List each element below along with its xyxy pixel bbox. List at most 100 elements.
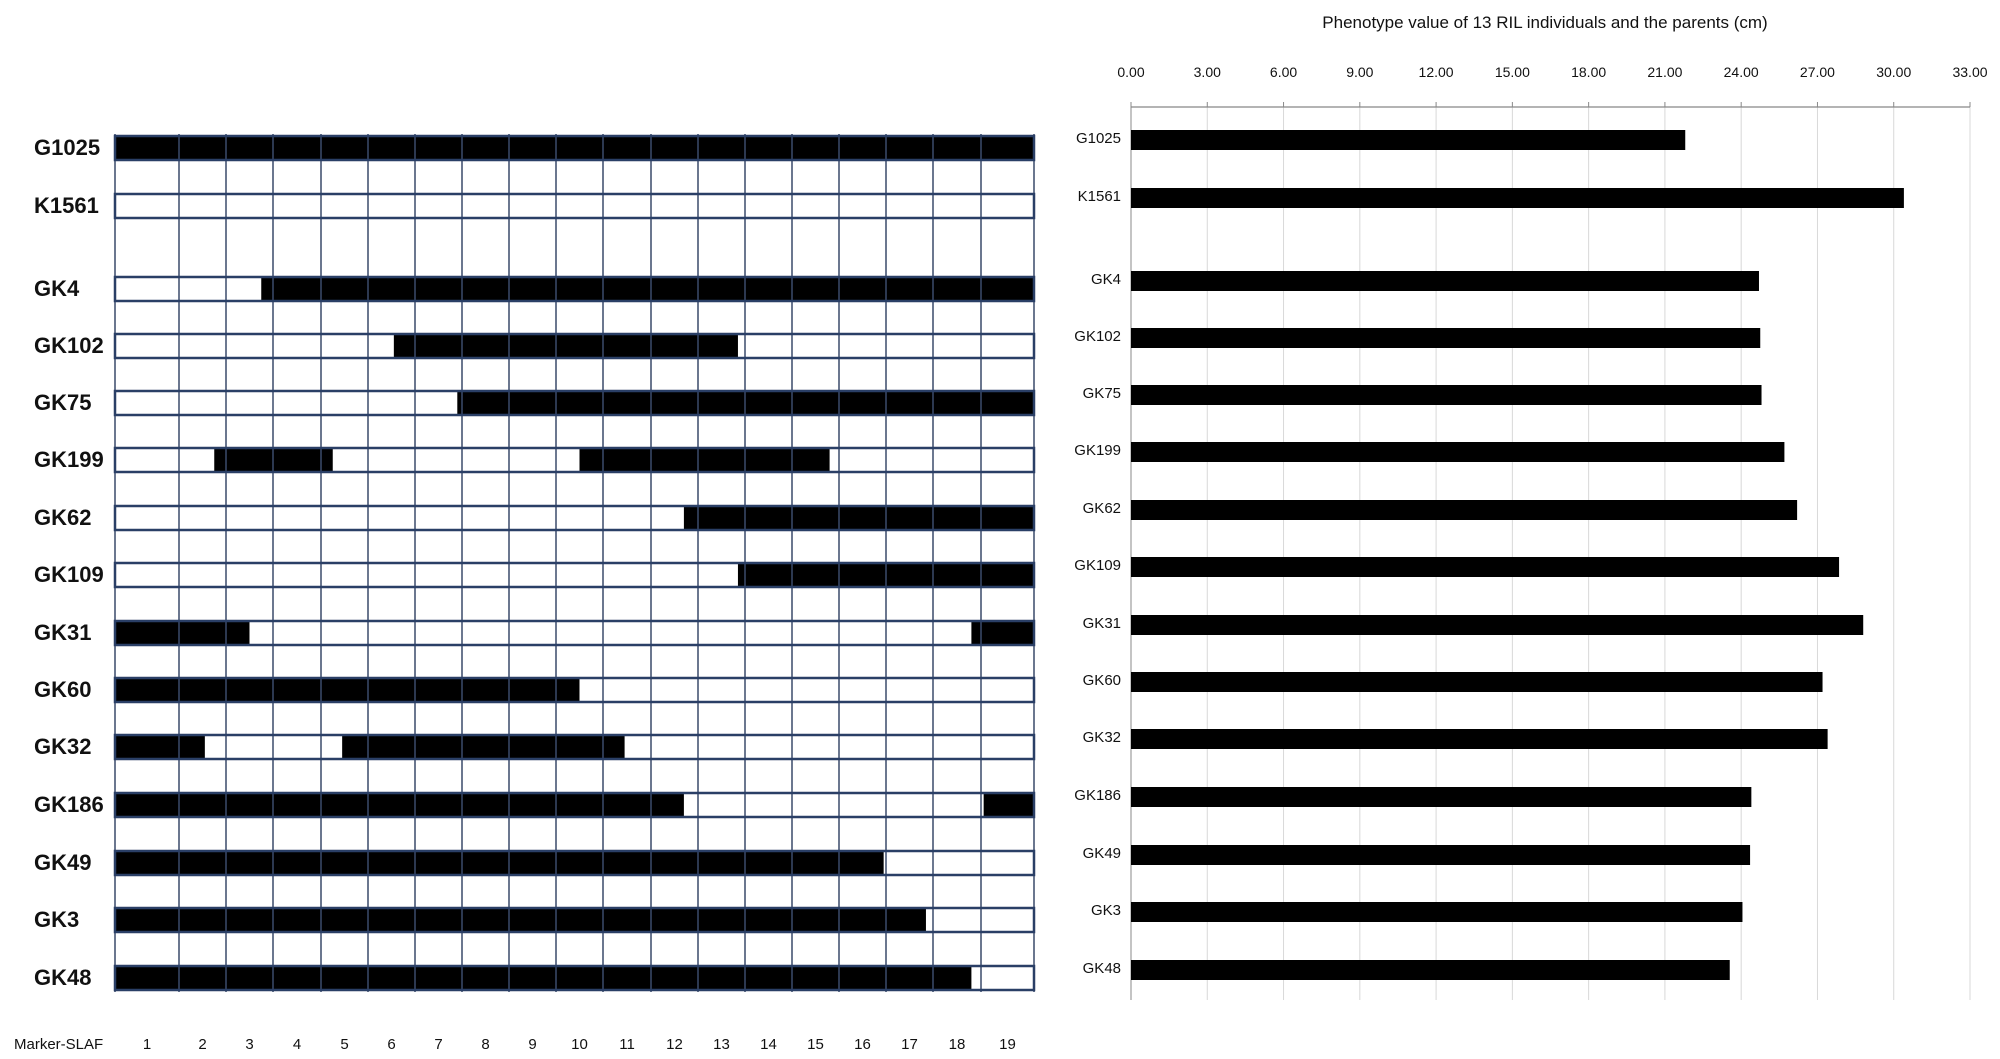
marker-tick-label: 15 <box>807 1036 824 1053</box>
genotype-segment <box>115 851 884 875</box>
x-tick-label: 15.00 <box>1494 64 1530 80</box>
genotype-row-outline <box>113 561 1036 589</box>
genotype-row-bg <box>115 621 1034 645</box>
genotype-row-outline <box>113 192 1036 220</box>
x-tick-label: 33.00 <box>1952 64 1988 80</box>
phenotype-category-label: GK4 <box>1090 271 1121 288</box>
genotype-row-outline <box>113 275 1036 303</box>
genotype-segment <box>115 621 250 645</box>
phenotype-category-label: GK3 <box>1090 902 1121 919</box>
phenotype-category-label: GK109 <box>1074 557 1121 574</box>
marker-tick-label: 19 <box>999 1036 1016 1053</box>
marker-tick-label: 2 <box>198 1036 207 1053</box>
phenotype-bar <box>1131 729 1828 749</box>
marker-tick-label: 9 <box>528 1036 537 1053</box>
x-tick-label: 9.00 <box>1346 64 1374 80</box>
marker-tick-label: 1 <box>142 1036 152 1053</box>
genotype-row-outline <box>113 619 1036 647</box>
phenotype-bar <box>1131 188 1904 208</box>
genotype-row-outline <box>113 332 1036 360</box>
genotype-row-outline <box>113 906 1036 934</box>
genotype-row-outline <box>113 134 1036 162</box>
genotype-row-bg <box>115 194 1034 218</box>
marker-tick-label: 10 <box>571 1036 588 1053</box>
marker-tick-label: 3 <box>245 1036 254 1053</box>
genotype-row-outline <box>113 733 1036 761</box>
genotype-row-outline <box>113 446 1036 474</box>
phenotype-category-label: GK48 <box>1082 960 1121 977</box>
x-tick-label: 0.00 <box>1117 64 1145 80</box>
phenotype-bar <box>1131 328 1761 348</box>
genotype-row-outline <box>113 964 1036 992</box>
genotype-row-label: G1025 <box>34 135 101 160</box>
phenotype-category-label: GK32 <box>1082 729 1121 746</box>
x-tick-label: 18.00 <box>1571 64 1607 80</box>
genotype-row-outline <box>113 791 1036 819</box>
phenotype-category-label: G1025 <box>1075 130 1121 147</box>
phenotype-bar <box>1131 271 1759 291</box>
marker-tick-label: 6 <box>387 1036 396 1053</box>
marker-tick-label: 12 <box>666 1036 683 1053</box>
genotype-segment <box>393 334 738 358</box>
x-tick-label: 27.00 <box>1799 64 1835 80</box>
phenotype-bar <box>1131 672 1823 692</box>
genotype-row-label: GK75 <box>34 390 92 415</box>
phenotype-bar <box>1131 845 1751 865</box>
genotype-row-label: GK102 <box>34 333 104 358</box>
chart-title: Phenotype value of 13 RIL individuals an… <box>1322 13 1768 32</box>
phenotype-category-label: GK31 <box>1082 615 1121 632</box>
genotype-row-outline <box>113 849 1036 877</box>
phenotype-bar <box>1131 385 1762 405</box>
genotype-segment <box>983 793 1034 817</box>
marker-tick-label: 5 <box>340 1036 349 1053</box>
phenotype-bar <box>1131 442 1785 462</box>
phenotype-category-label: K1561 <box>1077 188 1121 205</box>
genotype-row-label: GK49 <box>34 850 92 875</box>
x-tick-label: 21.00 <box>1647 64 1683 80</box>
marker-tick-label: 7 <box>434 1036 443 1053</box>
phenotype-category-label: GK75 <box>1082 385 1121 402</box>
marker-tick-label: 17 <box>901 1036 918 1053</box>
marker-tick-label: 4 <box>292 1036 302 1053</box>
genotype-segment <box>115 678 580 702</box>
genotype-segment <box>115 735 205 759</box>
marker-tick-label: 11 <box>619 1036 635 1053</box>
genotype-row-label: GK199 <box>34 447 104 472</box>
genotype-segment <box>115 793 684 817</box>
genotype-row-label: GK48 <box>34 965 92 990</box>
marker-tick-label: 14 <box>760 1036 777 1053</box>
phenotype-category-label: GK102 <box>1074 328 1121 345</box>
phenotype-category-label: GK49 <box>1082 845 1121 862</box>
genotype-row-outline <box>113 676 1036 704</box>
phenotype-bar <box>1131 902 1743 922</box>
marker-axis-label: Marker-SLAF <box>14 1036 104 1053</box>
x-tick-label: 6.00 <box>1269 64 1298 80</box>
genotype-segment <box>115 908 926 932</box>
genotype-segment <box>342 735 625 759</box>
x-tick-label: 3.00 <box>1193 64 1221 80</box>
phenotype-category-label: GK60 <box>1082 672 1121 689</box>
marker-tick-label: 13 <box>713 1036 730 1053</box>
genotype-row-label: GK60 <box>34 677 92 702</box>
phenotype-category-label: GK186 <box>1074 787 1121 804</box>
genotype-segment <box>579 448 830 472</box>
genotype-row-label: GK62 <box>34 505 92 530</box>
phenotype-bar <box>1131 557 1840 577</box>
genotype-row-label: GK32 <box>34 734 92 759</box>
genotype-segment <box>683 506 1034 530</box>
genotype-segment <box>971 621 1034 645</box>
genotype-row-label: GK31 <box>34 620 92 645</box>
genotype-row-label: K1561 <box>34 193 99 218</box>
x-tick-label: 24.00 <box>1723 64 1759 80</box>
phenotype-category-label: GK199 <box>1074 442 1121 459</box>
x-tick-label: 12.00 <box>1418 64 1454 80</box>
phenotype-bar <box>1131 787 1752 807</box>
phenotype-bar <box>1131 615 1864 635</box>
genotype-row-label: GK109 <box>34 562 104 587</box>
x-tick-label: 30.00 <box>1876 64 1912 80</box>
genotype-row-outline <box>113 504 1036 532</box>
marker-tick-label: 8 <box>481 1036 490 1053</box>
genotype-segment <box>115 136 1034 160</box>
phenotype-bar <box>1131 500 1798 520</box>
